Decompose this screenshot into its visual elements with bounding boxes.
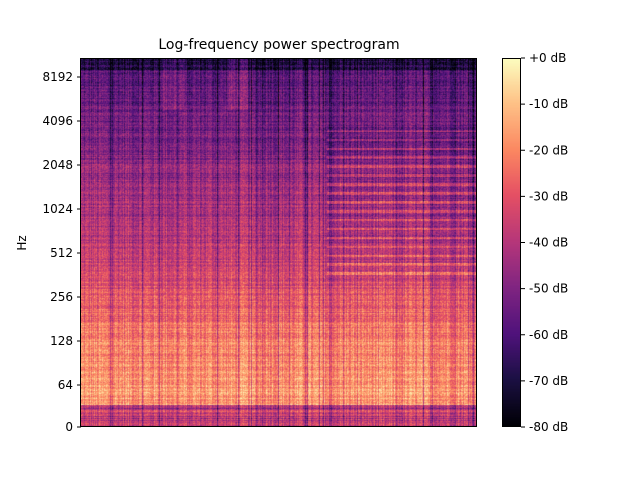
colorbar-tick-label: -60 dB [529,328,568,342]
colorbar-tick-label: -70 dB [529,374,568,388]
y-tick-label: 128 [50,334,73,348]
y-tick-label: 4096 [42,114,73,128]
colorbar-tick-label: -30 dB [529,189,568,203]
y-tick-label: 2048 [42,158,73,172]
y-tick-label: 256 [50,290,73,304]
colorbar: +0 dB -10 dB -20 dB -30 dB -40 dB -50 dB -60 d… [502,51,568,434]
colorbar-tick-label: -20 dB [529,143,568,157]
colorbar-ticks: +0 dB -10 dB -20 dB -30 dB -40 dB -50 dB -60 d… [521,51,568,434]
chart-title: Log-frequency power spectrogram [158,37,399,53]
colorbar-frame [502,58,521,427]
colorbar-tick-label: +0 dB [529,51,566,65]
plot-frame [80,58,477,427]
spectrogram-image [81,58,477,427]
y-tick-label: 1024 [42,202,73,216]
y-tick-label: 512 [50,246,73,260]
colorbar-tick-label: -10 dB [529,97,568,111]
y-axis: 0 64 128 256 512 1024 2048 4096 8192 [42,70,81,434]
colorbar-gradient [503,58,521,427]
colorbar-tick-label: -80 dB [529,420,568,434]
y-tick-label: 0 [65,420,73,434]
y-tick-label: 64 [58,378,73,392]
y-axis-label: Hz [15,235,29,250]
colorbar-tick-label: -50 dB [529,282,568,296]
spectrogram-heatmap [80,58,477,427]
colorbar-tick-label: -40 dB [529,236,568,250]
y-tick-label: 8192 [42,70,73,84]
